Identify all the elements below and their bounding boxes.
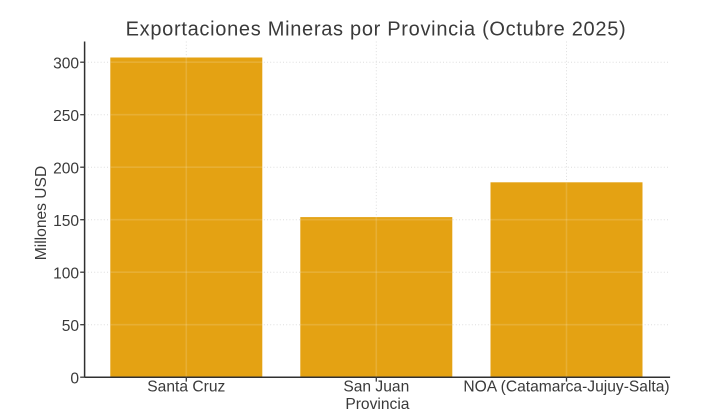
svg-text:Millones USD: Millones USD (33, 166, 50, 260)
svg-text:Exportaciones Mineras por Prov: Exportaciones Mineras por Provincia (Oct… (126, 19, 627, 41)
svg-text:300: 300 (53, 56, 79, 73)
svg-text:250: 250 (53, 108, 79, 125)
svg-text:0: 0 (70, 371, 79, 388)
svg-text:Santa Cruz: Santa Cruz (147, 379, 225, 396)
svg-text:San Juan: San Juan (343, 379, 409, 396)
svg-text:200: 200 (53, 161, 79, 178)
svg-text:150: 150 (53, 213, 79, 230)
svg-text:NOA (Catamarca-Jujuy-Salta): NOA (Catamarca-Jujuy-Salta) (463, 379, 669, 396)
svg-text:100: 100 (53, 266, 79, 283)
svg-text:Provincia: Provincia (345, 396, 409, 413)
svg-text:50: 50 (62, 318, 80, 335)
